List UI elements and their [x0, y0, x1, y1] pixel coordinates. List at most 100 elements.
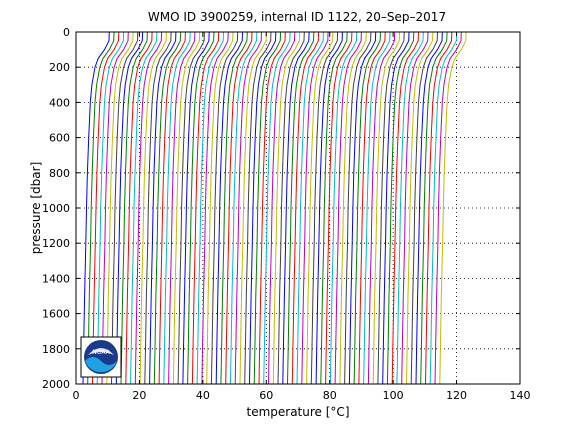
profile-line	[172, 32, 201, 384]
profile-line	[115, 32, 144, 384]
profile-line	[177, 32, 205, 384]
profile-line	[215, 32, 243, 384]
profile-line	[301, 32, 329, 384]
profile-line	[410, 32, 438, 384]
x-tick-label: 20	[132, 389, 146, 402]
profile-line	[396, 32, 424, 384]
noaa-logo: NOAA	[80, 336, 122, 378]
profile-line	[287, 32, 315, 384]
profile-line	[325, 32, 353, 384]
profile-line	[225, 32, 253, 384]
logo-text: NOAA	[92, 349, 110, 356]
profile-line	[420, 32, 448, 384]
profile-line	[263, 32, 291, 384]
grid	[76, 32, 520, 384]
profile-line	[272, 32, 301, 384]
profile-line	[210, 32, 239, 384]
y-tick-label: 1000	[42, 202, 70, 215]
profile-line	[191, 32, 220, 384]
profile-line	[139, 32, 167, 384]
x-axis: 0 20 40 60 80 100 120 140	[73, 32, 531, 402]
profile-line	[187, 32, 215, 384]
profile-line	[277, 32, 305, 384]
y-tick-label: 1200	[42, 237, 70, 250]
profile-line	[377, 32, 405, 384]
profile-line	[282, 32, 310, 384]
x-tick-label: 60	[259, 389, 273, 402]
profile-line	[353, 32, 381, 384]
y-tick-label: 200	[49, 61, 70, 74]
profile-line	[358, 32, 386, 384]
profile-line	[149, 32, 177, 384]
profile-line	[130, 32, 158, 384]
profile-line	[268, 32, 296, 384]
profile-line	[329, 32, 358, 384]
profile-line	[206, 32, 234, 384]
profile-line	[334, 32, 362, 384]
y-tick-label: 2000	[42, 378, 70, 391]
profile-line	[92, 32, 120, 384]
profile-line	[406, 32, 434, 384]
profile-line	[253, 32, 282, 384]
x-tick-label: 0	[73, 389, 80, 402]
profile-line	[310, 32, 339, 384]
y-tick-label: 600	[49, 132, 70, 145]
profile-line	[96, 32, 125, 384]
profile-line	[367, 32, 396, 384]
profile-line	[82, 32, 110, 384]
chart-title: WMO ID 3900259, internal ID 1122, 20–Sep…	[148, 10, 446, 24]
profile-line	[320, 32, 348, 384]
profile-line	[382, 32, 410, 384]
profile-line	[196, 32, 224, 384]
x-axis-label: temperature [°C]	[246, 405, 349, 419]
profile-line	[372, 32, 400, 384]
y-axis-label: pressure [dbar]	[29, 162, 43, 255]
profile-line	[201, 32, 229, 384]
profile-line	[258, 32, 286, 384]
profiles	[82, 32, 467, 384]
x-tick-label: 120	[446, 389, 467, 402]
profile-line	[306, 32, 334, 384]
profile-line	[182, 32, 210, 384]
profile-line	[106, 32, 134, 384]
profile-line	[87, 32, 115, 384]
profile-line	[339, 32, 367, 384]
profile-line	[296, 32, 324, 384]
y-tick-label: 1600	[42, 308, 70, 321]
profile-line	[344, 32, 372, 384]
profile-line	[434, 32, 462, 384]
profile-line	[220, 32, 248, 384]
profile-line	[249, 32, 277, 384]
y-axis: 0 200 400 600 800 1000 1200 1400 1600 1800 2000	[42, 26, 520, 391]
profile-line	[168, 32, 196, 384]
profile-line	[125, 32, 153, 384]
profile-line	[315, 32, 343, 384]
y-tick-label: 1800	[42, 343, 70, 356]
profile-line	[363, 32, 391, 384]
profile-line	[386, 32, 415, 384]
y-tick-label: 0	[63, 26, 70, 39]
profile-line	[111, 32, 139, 384]
y-tick-label: 1400	[42, 272, 70, 285]
x-tick-label: 140	[510, 389, 531, 402]
profile-line	[348, 32, 377, 384]
profile-line	[291, 32, 320, 384]
profile-line	[425, 32, 453, 384]
profile-line	[163, 32, 191, 384]
profile-line	[239, 32, 267, 384]
profile-line	[234, 32, 262, 384]
profile-line	[153, 32, 182, 384]
profile-line	[429, 32, 458, 384]
x-tick-label: 80	[323, 389, 337, 402]
profile-line	[101, 32, 129, 384]
x-tick-label: 100	[383, 389, 404, 402]
y-tick-label: 800	[49, 167, 70, 180]
y-tick-label: 400	[49, 96, 70, 109]
profile-line	[134, 32, 163, 384]
profile-line	[439, 32, 467, 384]
x-tick-label: 40	[196, 389, 210, 402]
profile-line	[244, 32, 272, 384]
profile-line	[144, 32, 172, 384]
profile-line	[391, 32, 419, 384]
profile-line	[401, 32, 429, 384]
